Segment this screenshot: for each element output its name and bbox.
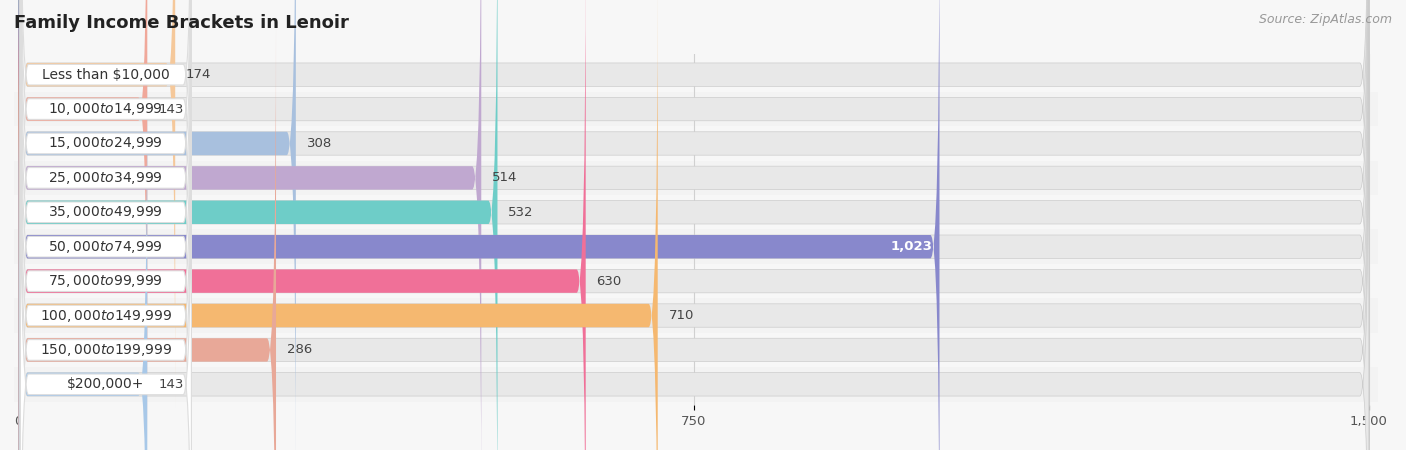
Text: 532: 532 [509, 206, 534, 219]
FancyBboxPatch shape [18, 0, 295, 450]
Text: $75,000 to $99,999: $75,000 to $99,999 [48, 273, 163, 289]
Text: $150,000 to $199,999: $150,000 to $199,999 [39, 342, 172, 358]
Text: $50,000 to $74,999: $50,000 to $74,999 [48, 238, 163, 255]
FancyBboxPatch shape [18, 52, 1369, 450]
FancyBboxPatch shape [20, 0, 191, 450]
Bar [14, 298, 1378, 333]
FancyBboxPatch shape [18, 0, 1369, 441]
Text: 514: 514 [492, 171, 517, 184]
FancyBboxPatch shape [20, 85, 191, 450]
Text: 710: 710 [668, 309, 695, 322]
Text: $10,000 to $14,999: $10,000 to $14,999 [48, 101, 163, 117]
FancyBboxPatch shape [18, 0, 939, 450]
Text: $200,000+: $200,000+ [67, 378, 145, 392]
FancyBboxPatch shape [20, 0, 191, 409]
Text: 174: 174 [186, 68, 211, 81]
FancyBboxPatch shape [20, 50, 191, 450]
FancyBboxPatch shape [18, 0, 498, 450]
FancyBboxPatch shape [18, 0, 176, 407]
Bar [14, 161, 1378, 195]
FancyBboxPatch shape [18, 0, 1369, 450]
FancyBboxPatch shape [20, 0, 191, 374]
FancyBboxPatch shape [20, 0, 191, 450]
Text: Family Income Brackets in Lenoir: Family Income Brackets in Lenoir [14, 14, 349, 32]
FancyBboxPatch shape [20, 0, 191, 450]
FancyBboxPatch shape [18, 0, 1369, 407]
Text: 308: 308 [307, 137, 332, 150]
Bar [14, 230, 1378, 264]
FancyBboxPatch shape [18, 0, 1369, 450]
FancyBboxPatch shape [18, 0, 148, 441]
FancyBboxPatch shape [18, 0, 1369, 450]
FancyBboxPatch shape [18, 18, 1369, 450]
Text: 143: 143 [157, 103, 183, 116]
Text: 143: 143 [157, 378, 183, 391]
FancyBboxPatch shape [18, 18, 276, 450]
Bar [14, 92, 1378, 126]
FancyBboxPatch shape [20, 16, 191, 450]
FancyBboxPatch shape [18, 0, 1369, 450]
Text: $100,000 to $149,999: $100,000 to $149,999 [39, 307, 172, 324]
Text: Source: ZipAtlas.com: Source: ZipAtlas.com [1258, 14, 1392, 27]
Text: $15,000 to $24,999: $15,000 to $24,999 [48, 135, 163, 152]
FancyBboxPatch shape [18, 0, 1369, 450]
FancyBboxPatch shape [18, 0, 586, 450]
Text: Less than $10,000: Less than $10,000 [42, 68, 170, 81]
Text: $25,000 to $34,999: $25,000 to $34,999 [48, 170, 163, 186]
Text: 1,023: 1,023 [890, 240, 932, 253]
Text: 630: 630 [596, 274, 621, 288]
Bar [14, 367, 1378, 401]
FancyBboxPatch shape [18, 0, 481, 450]
Text: $35,000 to $49,999: $35,000 to $49,999 [48, 204, 163, 220]
FancyBboxPatch shape [20, 0, 191, 450]
FancyBboxPatch shape [20, 0, 191, 443]
FancyBboxPatch shape [18, 52, 148, 450]
FancyBboxPatch shape [18, 0, 1369, 450]
FancyBboxPatch shape [18, 0, 658, 450]
Text: 286: 286 [287, 343, 312, 356]
